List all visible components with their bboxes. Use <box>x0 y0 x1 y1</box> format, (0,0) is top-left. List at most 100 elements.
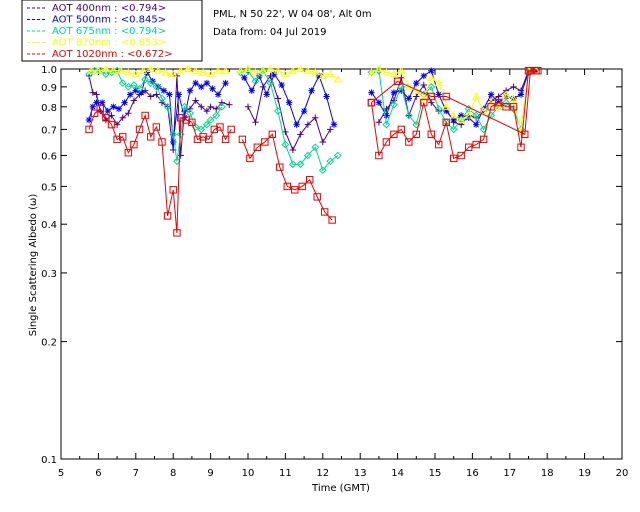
x-tick-label: 8 <box>170 468 176 479</box>
data-point <box>413 79 420 87</box>
data-point <box>259 66 267 75</box>
data-point <box>368 89 375 96</box>
data-point <box>390 89 398 96</box>
data-point <box>420 72 427 80</box>
data-point <box>253 143 262 151</box>
data-point <box>102 114 110 122</box>
data-point <box>419 94 428 102</box>
y-axis: 0.1 0.2 0.3 0.4 0.5 0.6 0.7 0.8 0.9 1.0 <box>41 65 622 466</box>
data-point <box>110 103 117 110</box>
data-point <box>125 110 132 117</box>
y-axis-label: Single Scattering Albedo (ω) <box>28 194 39 337</box>
data-point <box>276 163 284 171</box>
data-point <box>434 78 443 87</box>
data-point <box>147 133 155 141</box>
x-tick-label: 5 <box>58 468 64 479</box>
data-point <box>333 75 342 83</box>
data-point <box>158 138 166 146</box>
data-point <box>327 126 334 133</box>
data-point <box>375 151 383 160</box>
data-point <box>243 64 253 73</box>
data-point <box>288 66 297 74</box>
x-tick-label: 18 <box>541 468 554 479</box>
data-point <box>193 135 202 144</box>
data-point <box>146 79 155 88</box>
data-point <box>192 97 199 104</box>
data-point <box>197 125 206 134</box>
data-point <box>282 128 289 136</box>
data-point <box>266 79 275 88</box>
data-point <box>318 166 327 175</box>
data-point <box>457 151 465 160</box>
data-point <box>374 64 383 73</box>
x-tick-label: 11 <box>279 468 292 479</box>
data-point <box>121 99 128 106</box>
data-point <box>199 68 208 76</box>
series-line <box>88 108 232 233</box>
data-point <box>367 68 376 76</box>
y-tick-label: 0.4 <box>41 220 57 231</box>
data-point <box>311 68 320 76</box>
series-4 <box>85 67 542 237</box>
data-point <box>274 107 282 115</box>
date-label: Data from: 04 Jul 2019 <box>213 27 326 38</box>
y-tick-label: 0.3 <box>41 269 57 280</box>
data-point <box>169 69 178 78</box>
data-point <box>382 68 391 76</box>
data-point <box>180 102 189 111</box>
data-point <box>412 130 421 139</box>
data-point <box>176 114 185 122</box>
legend-entry: AOT 870nm : <0.853> <box>52 38 166 49</box>
data-point <box>428 67 435 74</box>
data-point <box>158 99 166 106</box>
data-point <box>161 68 170 76</box>
data-point <box>192 79 199 87</box>
data-point <box>166 91 173 98</box>
data-point <box>169 186 177 194</box>
data-point <box>509 103 518 111</box>
data-point <box>382 120 391 129</box>
data-point <box>457 115 466 124</box>
data-point <box>135 84 144 93</box>
data-point <box>186 87 194 94</box>
data-point <box>89 89 96 96</box>
legend-entry: AOT 1020nm : <0.672> <box>52 49 172 60</box>
data-point <box>464 111 473 119</box>
data-point <box>281 69 290 78</box>
data-point <box>534 67 542 75</box>
data-point <box>104 107 111 115</box>
series-line <box>241 133 333 221</box>
x-tick-label: 13 <box>354 468 367 479</box>
series-3 <box>86 64 541 135</box>
data-point <box>479 106 488 115</box>
data-point <box>328 216 336 224</box>
data-point <box>202 120 211 129</box>
data-point <box>221 66 230 74</box>
site-label: PML, N 50 22', W 04 08', Alt 0m <box>213 9 372 20</box>
data-point <box>173 229 181 237</box>
data-point <box>480 105 487 113</box>
data-point <box>227 125 235 134</box>
data-point <box>175 91 183 98</box>
data-point <box>435 91 442 98</box>
series-line <box>378 70 536 126</box>
data-point <box>510 83 517 91</box>
data-point <box>502 93 510 100</box>
x-axis: 5 6 7 8 9 10 11 12 13 14 15 16 17 18 19 20 <box>58 69 628 479</box>
data-point <box>405 95 413 102</box>
data-point <box>181 114 188 121</box>
data-point <box>115 105 123 113</box>
data-point <box>273 66 282 74</box>
data-point <box>367 98 376 107</box>
data-point <box>383 112 390 119</box>
x-tick-label: 15 <box>429 468 442 479</box>
data-point <box>502 98 510 107</box>
data-point <box>397 66 406 74</box>
data-point <box>285 99 293 106</box>
x-tick-label: 7 <box>133 468 139 479</box>
data-point <box>313 193 321 201</box>
data-point <box>139 66 148 74</box>
data-point <box>86 66 95 74</box>
legend-box <box>21 0 203 62</box>
